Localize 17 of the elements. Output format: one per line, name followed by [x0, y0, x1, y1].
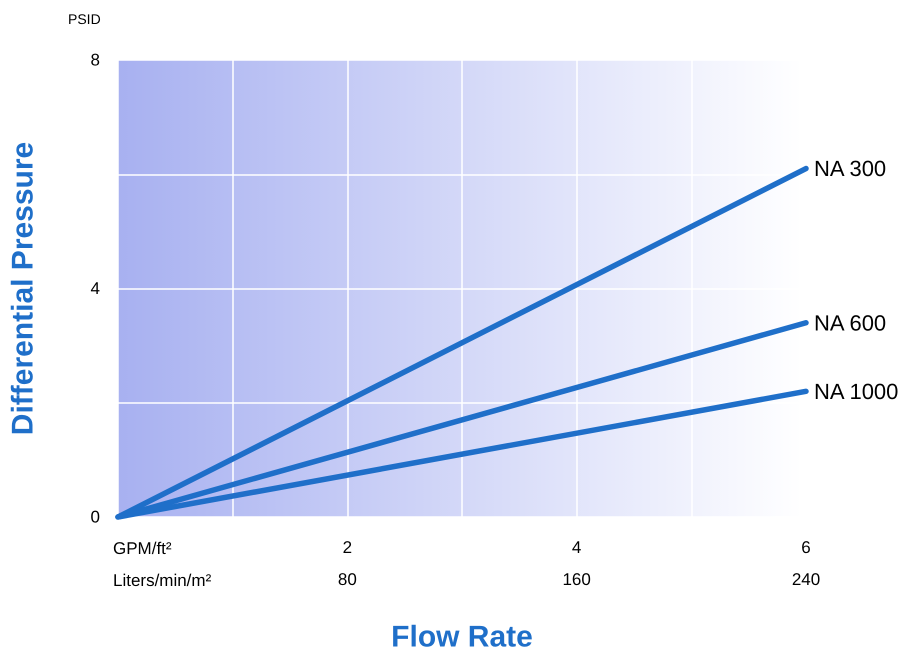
series-label: NA 600 [814, 310, 886, 336]
x-axis-title: Flow Rate [391, 620, 533, 654]
x-tick-label: 4 [572, 538, 582, 557]
y-axis-title: Differential Pressure [6, 142, 40, 436]
x2-tick-label: 160 [562, 570, 591, 589]
y-tick-label: 8 [90, 50, 100, 70]
x-tick-label: 6 [801, 538, 811, 557]
series-label: NA 300 [814, 156, 886, 182]
x2-tick-label: 240 [792, 570, 820, 589]
text: GPM/ft² [113, 539, 172, 558]
x2-tick-label: 80 [338, 570, 357, 589]
series-label: NA 1000 [814, 378, 898, 404]
text: Liters/min/m² [113, 571, 212, 590]
y-tick-label: 4 [90, 279, 100, 298]
x-tick-label: 2 [342, 538, 352, 557]
text: PSID [68, 11, 101, 27]
y-tick-label: 0 [90, 508, 100, 526]
